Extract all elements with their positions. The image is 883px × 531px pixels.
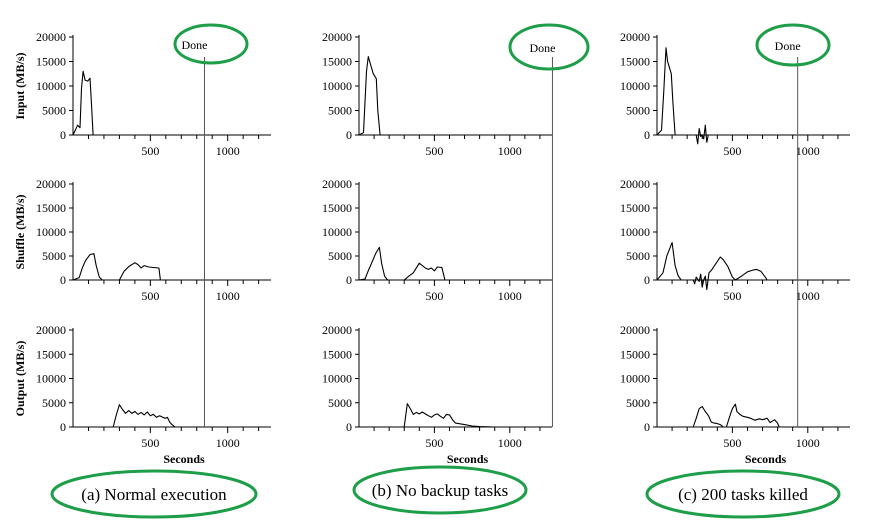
x-tick-label: 1000	[216, 436, 240, 450]
x-tick-label: 1000	[796, 289, 820, 303]
y-tick-label: 0	[60, 420, 66, 434]
y-tick-label: 20000	[36, 30, 66, 44]
y-tick-label: 0	[644, 273, 650, 287]
series-line	[359, 403, 552, 428]
series-line	[73, 404, 271, 428]
y-tick-label: 5000	[42, 396, 66, 410]
x-tick-label: 1000	[498, 289, 522, 303]
y-tick-label: 10000	[36, 79, 66, 93]
done-label: Done	[775, 39, 801, 53]
y-tick-label: 15000	[620, 347, 650, 361]
y-tick-label: 20000	[620, 30, 650, 44]
y-tick-label: 15000	[322, 201, 352, 215]
x-tick-label: 500	[425, 289, 443, 303]
y-tick-label: 10000	[322, 372, 352, 386]
y-tick-label: 15000	[322, 347, 352, 361]
y-axis-title: Input (MB/s)	[13, 52, 27, 119]
x-tick-label: 500	[425, 436, 443, 450]
x-tick-label: 1000	[498, 144, 522, 158]
done-highlight-ellipse	[173, 23, 249, 65]
y-tick-label: 20000	[620, 323, 650, 337]
series-line	[657, 403, 850, 428]
chart-caption: (a) Normal execution	[81, 485, 227, 504]
x-tick-label: 500	[141, 144, 159, 158]
y-tick-label: 10000	[36, 372, 66, 386]
y-tick-label: 15000	[36, 201, 66, 215]
y-tick-label: 5000	[328, 104, 352, 118]
y-tick-label: 0	[644, 420, 650, 434]
caption-highlight-ellipse	[352, 465, 528, 515]
x-tick-label: 500	[425, 144, 443, 158]
y-tick-label: 20000	[36, 323, 66, 337]
x-tick-label: 1000	[216, 289, 240, 303]
x-tick-label: 500	[723, 289, 741, 303]
y-tick-label: 5000	[328, 396, 352, 410]
caption-highlight-ellipse	[50, 469, 258, 519]
done-label: Done	[181, 38, 207, 52]
y-tick-label: 5000	[42, 104, 66, 118]
chart-caption: (b) No backup tasks	[372, 481, 508, 500]
done-highlight-ellipse	[755, 23, 831, 67]
y-tick-label: 5000	[42, 249, 66, 263]
y-tick-label: 15000	[620, 201, 650, 215]
y-tick-label: 20000	[322, 323, 352, 337]
y-tick-label: 10000	[620, 225, 650, 239]
y-tick-label: 20000	[620, 177, 650, 191]
y-tick-label: 15000	[36, 55, 66, 69]
series-line	[656, 47, 850, 145]
x-tick-label: 500	[723, 436, 741, 450]
y-tick-label: 10000	[620, 79, 650, 93]
done-label: Done	[529, 41, 555, 55]
y-tick-label: 0	[346, 420, 352, 434]
y-tick-label: 10000	[322, 79, 352, 93]
series-line	[72, 253, 271, 281]
y-tick-label: 20000	[36, 177, 66, 191]
series-line	[656, 242, 850, 291]
x-tick-label: 500	[141, 289, 159, 303]
chart-caption: (c) 200 tasks killed	[678, 485, 808, 504]
y-tick-label: 5000	[626, 396, 650, 410]
caption-highlight-ellipse	[645, 469, 841, 519]
series-line	[358, 56, 552, 136]
y-tick-label: 15000	[322, 55, 352, 69]
y-tick-label: 0	[60, 128, 66, 142]
series-line	[358, 246, 552, 281]
y-tick-label: 10000	[322, 225, 352, 239]
x-tick-label: 500	[723, 144, 741, 158]
x-axis-title: Seconds	[745, 452, 787, 466]
x-axis-title: Seconds	[447, 452, 489, 466]
x-tick-label: 1000	[216, 144, 240, 158]
y-tick-label: 5000	[626, 249, 650, 263]
y-tick-label: 0	[60, 273, 66, 287]
x-tick-label: 1000	[796, 436, 820, 450]
y-tick-label: 10000	[36, 225, 66, 239]
y-tick-label: 15000	[620, 55, 650, 69]
y-tick-label: 5000	[626, 104, 650, 118]
series-line	[72, 70, 271, 136]
y-tick-label: 0	[346, 273, 352, 287]
x-axis-title: Seconds	[163, 452, 205, 466]
y-tick-label: 15000	[36, 347, 66, 361]
y-tick-label: 20000	[322, 30, 352, 44]
x-tick-label: 1000	[796, 144, 820, 158]
y-tick-label: 5000	[328, 249, 352, 263]
x-tick-label: 500	[141, 436, 159, 450]
y-tick-label: 10000	[620, 372, 650, 386]
done-highlight-ellipse	[508, 23, 590, 71]
y-axis-title: Shuffle (MB/s)	[13, 194, 27, 269]
y-axis-title: Output (MB/s)	[13, 341, 27, 417]
x-tick-label: 1000	[498, 436, 522, 450]
y-tick-label: 0	[346, 128, 352, 142]
y-tick-label: 0	[644, 128, 650, 142]
y-tick-label: 20000	[322, 177, 352, 191]
